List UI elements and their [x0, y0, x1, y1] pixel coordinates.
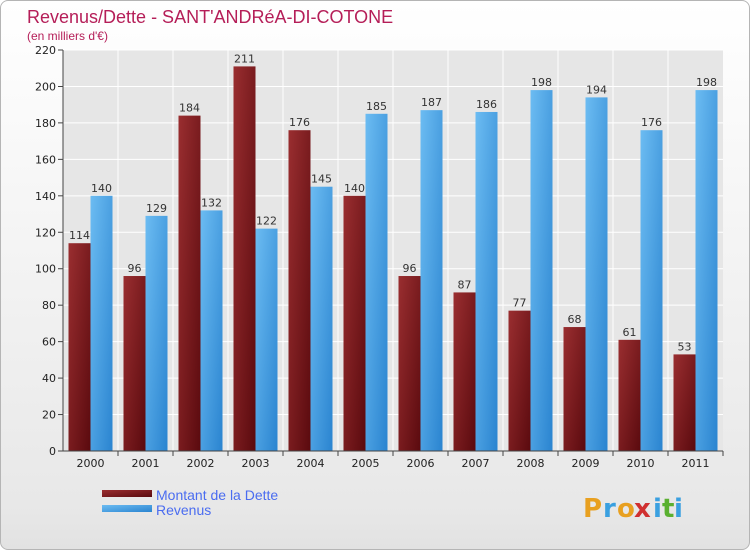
x-tick-label: 2001	[132, 457, 160, 470]
y-tick-label: 200	[35, 80, 56, 93]
axes: 0 20 40 60 80 100 120 140 160 180 200 220 2000 2001 20…	[35, 44, 724, 470]
debt-bar	[398, 276, 421, 451]
revenus-bar	[585, 97, 608, 452]
x-tick-label: 2003	[242, 457, 270, 470]
debt-bar	[288, 130, 311, 451]
debt-value-label: 211	[234, 52, 255, 65]
debt-bar	[123, 276, 146, 451]
y-tick-label: 40	[42, 372, 56, 385]
debt-bar	[453, 292, 476, 451]
revenus-value-label: 194	[586, 83, 607, 96]
revenus-bar	[90, 195, 113, 451]
x-tick-label: 2007	[462, 457, 490, 470]
x-tick-label: 2004	[297, 457, 325, 470]
debt-value-label: 184	[179, 102, 200, 115]
x-tick-label: 2011	[682, 457, 710, 470]
revenus-value-label: 122	[256, 215, 277, 228]
y-tick-label: 0	[49, 445, 56, 458]
bars	[68, 66, 718, 452]
y-tick-label: 120	[35, 226, 56, 239]
revenus-value-label: 129	[146, 202, 167, 215]
debt-value-label: 53	[678, 340, 692, 353]
debt-bar	[673, 354, 696, 451]
debt-bar	[618, 339, 641, 451]
revenus-value-label: 176	[641, 116, 662, 129]
debt-value-label: 96	[128, 262, 142, 275]
revenus-value-label: 145	[311, 173, 332, 186]
debt-value-label: 96	[403, 262, 417, 275]
revenus-bar	[310, 186, 333, 452]
revenus-bar	[695, 90, 718, 451]
revenus-value-label: 186	[476, 98, 497, 111]
debt-value-label: 87	[458, 278, 472, 291]
logo-letter: t	[662, 494, 674, 524]
debt-value-label: 61	[623, 326, 637, 339]
debt-bar	[508, 310, 531, 451]
legend-label-revenus: Revenus	[156, 502, 211, 518]
chart-subtitle: (en milliers d'€)	[27, 29, 108, 43]
legend-label-debt: Montant de la Dette	[156, 487, 278, 503]
revenus-bar	[200, 210, 223, 451]
y-tick-label: 60	[42, 336, 56, 349]
x-tick-label: 2000	[77, 457, 105, 470]
revenus-value-label: 185	[366, 100, 387, 113]
legend-swatch-debt	[102, 490, 152, 497]
debt-value-label: 176	[289, 116, 310, 129]
y-tick-label: 180	[35, 117, 56, 130]
x-tick-label: 2008	[517, 457, 545, 470]
logo-letter: x	[634, 494, 651, 524]
revenus-value-label: 140	[91, 182, 112, 195]
x-tick-label: 2009	[572, 457, 600, 470]
revenus-value-label: 187	[421, 96, 442, 109]
logo-letter: o	[617, 494, 635, 524]
chart-title: Revenus/Dette - SANT'ANDRéA-DI-COTONE	[27, 7, 393, 27]
revenus-value-label: 198	[531, 76, 552, 89]
revenus-bar	[530, 90, 553, 451]
debt-value-label: 140	[344, 182, 365, 195]
revenus-bar	[640, 130, 663, 451]
x-tick-label: 2002	[187, 457, 215, 470]
revenus-bar	[145, 215, 168, 451]
grid	[63, 49, 723, 452]
y-tick-label: 140	[35, 190, 56, 203]
revenus-bar	[420, 110, 443, 452]
debt-bar	[68, 243, 91, 451]
data-labels: 114 140 96 129 184 132 211 122 176 145 140 185 96 187…	[69, 52, 717, 353]
x-tick-label: 2005	[352, 457, 380, 470]
logo-letter: i	[653, 494, 662, 524]
debt-value-label: 68	[568, 313, 582, 326]
revenus-value-label: 198	[696, 76, 717, 89]
legend-swatch-revenus	[102, 505, 152, 512]
debt-bar	[343, 195, 366, 451]
y-tick-label: 100	[35, 263, 56, 276]
y-tick-label: 220	[35, 44, 56, 57]
logo-letter: i	[674, 494, 683, 524]
revenus-bar	[475, 111, 498, 452]
revenus-bar	[255, 228, 278, 451]
x-tick-label: 2010	[627, 457, 655, 470]
y-tick-label: 20	[42, 409, 56, 422]
logo-letter: P	[583, 494, 602, 524]
debt-bar	[563, 327, 586, 451]
debt-bar	[178, 115, 201, 452]
logo-letter: r	[603, 494, 616, 524]
legend: Montant de la Dette Revenus	[102, 487, 278, 518]
debt-bar	[233, 66, 256, 452]
revenus-bar	[365, 113, 388, 451]
revenus-value-label: 132	[201, 196, 222, 209]
x-tick-label: 2006	[407, 457, 435, 470]
y-tick-label: 160	[35, 153, 56, 166]
debt-value-label: 114	[69, 229, 90, 242]
y-tick-label: 80	[42, 299, 56, 312]
debt-value-label: 77	[513, 297, 527, 310]
